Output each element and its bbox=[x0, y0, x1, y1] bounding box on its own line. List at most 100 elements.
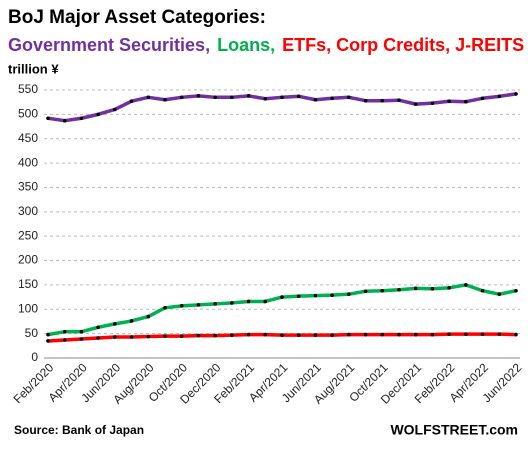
marker bbox=[430, 332, 435, 337]
y-tick-label: 550 bbox=[18, 82, 38, 96]
marker bbox=[464, 283, 468, 287]
marker bbox=[347, 292, 351, 296]
marker bbox=[397, 98, 401, 103]
marker bbox=[196, 94, 201, 98]
marker bbox=[230, 95, 234, 100]
y-tick-label: 450 bbox=[18, 131, 38, 145]
marker bbox=[263, 299, 268, 304]
marker bbox=[46, 332, 50, 337]
marker bbox=[113, 322, 117, 326]
marker bbox=[79, 337, 84, 341]
y-tick-label: 350 bbox=[18, 180, 38, 194]
marker bbox=[313, 333, 318, 337]
marker bbox=[146, 334, 151, 339]
legend-entry: ETFs, Corp Credits, J-REITS bbox=[282, 35, 524, 55]
marker bbox=[179, 95, 184, 100]
marker bbox=[347, 332, 351, 337]
marker bbox=[480, 96, 485, 101]
y-axis-label: trillion ¥ bbox=[8, 61, 59, 76]
marker bbox=[263, 96, 268, 101]
marker bbox=[447, 332, 451, 336]
marker bbox=[129, 335, 134, 339]
source: Source: Bank of Japan bbox=[14, 423, 144, 437]
marker bbox=[62, 329, 67, 334]
marker bbox=[146, 314, 151, 319]
marker bbox=[246, 299, 251, 304]
marker bbox=[380, 288, 385, 293]
marker bbox=[330, 293, 334, 297]
marker bbox=[213, 302, 217, 306]
marker bbox=[296, 294, 301, 298]
marker bbox=[363, 332, 368, 337]
y-tick-label: 300 bbox=[18, 204, 38, 218]
marker bbox=[380, 332, 385, 337]
marker bbox=[397, 287, 401, 292]
marker bbox=[113, 335, 117, 339]
marker bbox=[79, 116, 84, 121]
legend: Government Securities, Loans, ETFs, Corp C… bbox=[8, 35, 524, 55]
marker bbox=[296, 333, 301, 337]
marker bbox=[430, 287, 435, 291]
marker bbox=[464, 332, 468, 336]
marker bbox=[213, 95, 217, 100]
y-tick-label: 400 bbox=[18, 155, 38, 169]
marker bbox=[179, 304, 184, 308]
marker bbox=[113, 107, 117, 112]
marker bbox=[430, 101, 435, 105]
y-tick-label: 500 bbox=[18, 107, 38, 121]
marker bbox=[363, 289, 368, 294]
marker bbox=[196, 303, 201, 307]
marker bbox=[96, 112, 100, 117]
marker bbox=[46, 116, 50, 121]
legend-entry: Loans, bbox=[217, 35, 275, 55]
marker bbox=[179, 334, 184, 338]
y-tick-label: 200 bbox=[18, 253, 38, 267]
y-tick-label: 250 bbox=[18, 228, 38, 242]
marker bbox=[280, 95, 284, 100]
chart-title: BoJ Major Asset Categories: bbox=[8, 7, 266, 28]
y-tick-label: 100 bbox=[18, 301, 38, 315]
marker bbox=[413, 286, 418, 291]
marker bbox=[62, 118, 67, 123]
marker bbox=[413, 102, 418, 106]
marker bbox=[480, 332, 485, 336]
marker bbox=[280, 333, 284, 337]
marker bbox=[263, 332, 268, 337]
marker bbox=[447, 99, 451, 104]
marker bbox=[514, 288, 518, 293]
marker bbox=[96, 336, 100, 340]
y-tick-label: 150 bbox=[18, 277, 38, 291]
marker bbox=[480, 288, 485, 293]
marker bbox=[514, 332, 518, 337]
marker bbox=[246, 332, 251, 337]
marker bbox=[497, 332, 502, 336]
marker bbox=[230, 301, 234, 305]
marker bbox=[296, 94, 301, 99]
marker bbox=[330, 333, 334, 337]
marker bbox=[330, 96, 334, 101]
marker bbox=[514, 92, 518, 96]
marker bbox=[129, 319, 134, 323]
marker bbox=[246, 94, 251, 98]
marker bbox=[196, 333, 201, 338]
marker bbox=[497, 94, 502, 99]
marker bbox=[129, 99, 134, 104]
marker bbox=[347, 95, 351, 100]
marker bbox=[413, 332, 418, 337]
marker bbox=[397, 332, 401, 337]
marker bbox=[163, 306, 167, 310]
marker bbox=[313, 293, 318, 298]
y-tick-label: 50 bbox=[25, 326, 39, 340]
marker bbox=[79, 329, 84, 334]
marker bbox=[96, 325, 100, 330]
marker bbox=[213, 333, 217, 338]
marker bbox=[280, 295, 284, 299]
marker bbox=[363, 98, 368, 103]
marker bbox=[146, 95, 151, 100]
marker bbox=[163, 334, 167, 338]
marker bbox=[497, 292, 502, 296]
marker bbox=[447, 286, 451, 290]
marker bbox=[62, 338, 67, 342]
legend-entry: Government Securities, bbox=[8, 35, 210, 55]
